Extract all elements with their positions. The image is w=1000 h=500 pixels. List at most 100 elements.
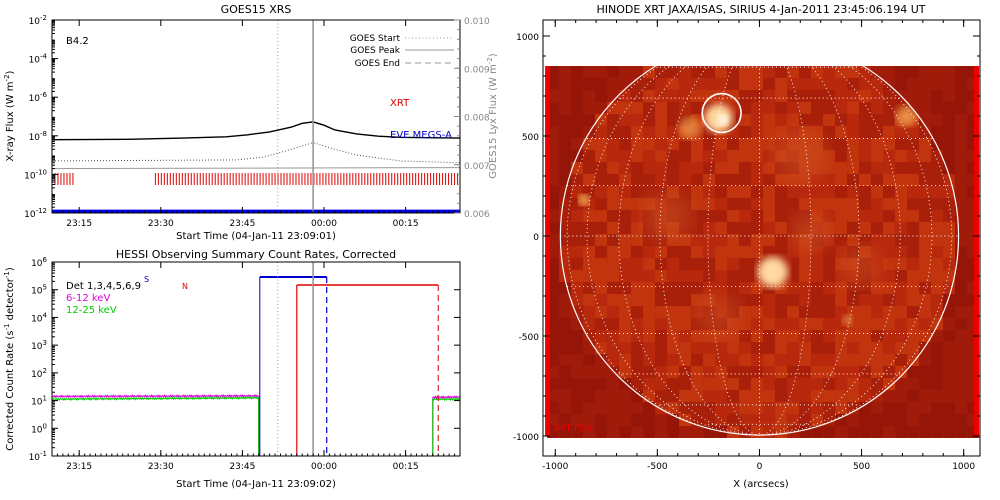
xrt-pixel-block [859, 210, 872, 222]
xrt-pixel-block [679, 66, 692, 78]
xrt-pixel-block [907, 294, 920, 306]
hessi-x-tick-label: 23:45 [229, 462, 255, 472]
xrt-pixel-block [691, 198, 704, 210]
xrt-pixel-block [787, 210, 800, 222]
xrt-pixel-block [595, 162, 608, 174]
xrt-pixel-block [571, 174, 584, 186]
xrt-pixel-block [691, 186, 704, 198]
xrt-pixel-block [727, 198, 740, 210]
xrt-pixel-block [859, 342, 872, 354]
xrt-pixel-block [751, 390, 764, 402]
xrt-pixel-block [895, 282, 908, 294]
xrt-bright-region [841, 245, 882, 287]
xrt-pixel-block [631, 426, 644, 438]
xrt-pixel-block [907, 390, 920, 402]
xrt-pixel-block [619, 390, 632, 402]
legend-goes-peak: GOES Peak [350, 46, 400, 56]
xrt-pixel-block [919, 354, 932, 366]
xrt-pixel-block [727, 354, 740, 366]
xrt-pixel-block [643, 246, 656, 258]
xrt-pixel-block [739, 306, 752, 318]
xrt-pixel-block [799, 414, 812, 426]
xrt-image-panel: HINODE XRT JAXA/ISAS, SIRIUS 4-Jan-2011 … [513, 3, 981, 490]
goes-y2-tick-label: 0.008 [464, 114, 490, 124]
xrt-pixel-block [559, 222, 572, 234]
xrt-pixel-block [631, 378, 644, 390]
xrt-pixel-block [847, 78, 860, 90]
xrt-pixel-block [703, 186, 716, 198]
xrt-pixel-block [931, 306, 944, 318]
xrt-pixel-block [751, 330, 764, 342]
xrt-pixel-block [799, 90, 812, 102]
xrt-pixel-block [835, 390, 848, 402]
xrt-pixel-block [871, 102, 884, 114]
xrt-pixel-block [931, 138, 944, 150]
xrt-pixel-block [691, 282, 704, 294]
xrt-pixel-block [931, 114, 944, 126]
xrt-pixel-block [619, 66, 632, 78]
xrt-pixel-block [751, 294, 764, 306]
longitude-line [759, 36, 901, 436]
xrt-pixel-block [859, 390, 872, 402]
xrt-pixel-block [943, 342, 956, 354]
xrt-pixel-block [571, 138, 584, 150]
xrt-pixel-block [763, 102, 776, 114]
xrt-pixel-block [691, 66, 704, 78]
xrt-pixel-block [667, 150, 680, 162]
xrt-pixel-block [739, 162, 752, 174]
xrt-pixel-block [799, 378, 812, 390]
xrt-pixel-block [835, 294, 848, 306]
xrt-pixel-block [775, 186, 788, 198]
xrt-pixel-block [595, 102, 608, 114]
xrt-pixel-block [583, 414, 596, 426]
xrt-pixel-block [643, 354, 656, 366]
xrt-pixel-block [883, 426, 896, 438]
xrt-pixel-block [775, 342, 788, 354]
xrt-pixel-block [643, 402, 656, 414]
xrt-pixel-block [607, 330, 620, 342]
xrt-pixel-block [895, 390, 908, 402]
xrt-pixel-block [643, 270, 656, 282]
xrt-pixel-block [619, 138, 632, 150]
xrt-pixel-block [643, 390, 656, 402]
xrt-pixel-block [607, 402, 620, 414]
xrt-pixel-block [907, 402, 920, 414]
xrt-pixel-block [775, 114, 788, 126]
xrt-pixel-block [907, 78, 920, 90]
xrt-pixel-block [787, 414, 800, 426]
xrt-pixel-block [703, 198, 716, 210]
xrt-pixel-block [703, 390, 716, 402]
xrt-pixel-block [895, 186, 908, 198]
xrt-pixel-block [727, 414, 740, 426]
xrt-pixel-block [679, 102, 692, 114]
xrt-pixel-block [775, 78, 788, 90]
xrt-pixel-block [835, 402, 848, 414]
xrt-pixel-block [775, 414, 788, 426]
xrt-pixel-block [943, 174, 956, 186]
xrt-pixel-block [751, 174, 764, 186]
xrt-pixel-block [739, 342, 752, 354]
goes-y2-tick-label: 0.006 [464, 210, 490, 220]
xrt-pixel-block [691, 234, 704, 246]
xrt-pixel-block [955, 282, 968, 294]
xrt-pixel-block [943, 198, 956, 210]
xrt-pixel-block [607, 258, 620, 270]
xrt-pixel-block [955, 102, 968, 114]
xrt-pixel-block [919, 150, 932, 162]
xrt-pixel-block [955, 90, 968, 102]
xrt-pixel-block [847, 354, 860, 366]
xrt-pixel-block [655, 114, 668, 126]
xrt-pixel-block [655, 150, 668, 162]
xrt-pixel-block [667, 378, 680, 390]
xrt-pixel-block [835, 330, 848, 342]
xrt-pixel-block [739, 102, 752, 114]
xrt-pixel-block [955, 270, 968, 282]
xrt-pixel-block [811, 354, 824, 366]
hessi-12-25kev-line [52, 395, 260, 402]
xrt-pixel-block [751, 306, 764, 318]
xrt-pixel-block [823, 294, 836, 306]
xrt-pixel-block [571, 270, 584, 282]
xrt-pixel-block [607, 234, 620, 246]
xrt-x-tick-label: 500 [853, 462, 870, 472]
xrt-pixel-block [571, 390, 584, 402]
